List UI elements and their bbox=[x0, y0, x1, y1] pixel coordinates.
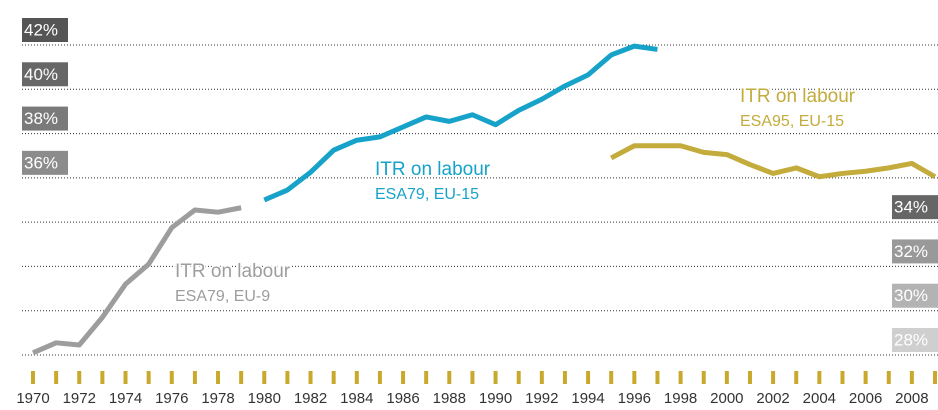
x-tick-mark bbox=[516, 371, 521, 384]
x-tick-mark bbox=[100, 371, 105, 384]
x-tick-label: 1986 bbox=[386, 390, 419, 407]
x-tick-mark bbox=[724, 371, 729, 384]
annotation: ESA79, EU-9 bbox=[175, 288, 270, 305]
x-tick-mark bbox=[77, 371, 82, 384]
y-tick-label: 30% bbox=[894, 286, 928, 305]
x-tick-mark bbox=[262, 371, 267, 384]
series-line bbox=[610, 143, 937, 180]
x-tick-label: 1990 bbox=[479, 390, 512, 407]
annotation: ITR on labour bbox=[375, 159, 491, 180]
x-tick-mark bbox=[609, 371, 614, 384]
x-tick-label: 1972 bbox=[63, 390, 96, 407]
x-tick-mark bbox=[771, 371, 776, 384]
y-tick-box bbox=[22, 62, 68, 87]
x-tick-label: 1976 bbox=[155, 390, 188, 407]
x-tick-label: 1978 bbox=[201, 390, 234, 407]
x-tick-mark bbox=[655, 371, 660, 384]
x-tick-mark bbox=[31, 371, 35, 384]
x-tick-mark bbox=[909, 371, 914, 384]
x-tick-mark bbox=[192, 371, 197, 384]
x-tick-mark bbox=[817, 371, 822, 384]
x-tick-label: 1994 bbox=[571, 390, 604, 407]
x-tick-mark bbox=[401, 371, 406, 384]
x-tick-label: 1970 bbox=[16, 390, 49, 407]
x-tick-label: 1998 bbox=[664, 390, 697, 407]
x-tick-mark bbox=[169, 371, 174, 384]
x-tick-label: 2002 bbox=[756, 390, 789, 407]
annotation: ITR on labour bbox=[175, 261, 291, 282]
y-tick-label: 32% bbox=[894, 242, 928, 261]
y-tick-box bbox=[892, 239, 938, 264]
x-tick-mark bbox=[216, 371, 221, 384]
x-tick-label: 1992 bbox=[525, 390, 558, 407]
y-tick-label: 40% bbox=[24, 65, 58, 84]
x-tick-mark bbox=[863, 371, 868, 384]
x-tick-mark bbox=[146, 371, 151, 384]
y-tick-label: 28% bbox=[894, 330, 928, 349]
x-tick-label: 2008 bbox=[895, 390, 928, 407]
x-tick-label: 1980 bbox=[248, 390, 281, 407]
y-tick-label: 38% bbox=[24, 109, 58, 128]
x-tick-label: 1988 bbox=[433, 390, 466, 407]
x-tick-label: 1996 bbox=[618, 390, 651, 407]
x-tick-mark bbox=[308, 371, 313, 384]
x-tick-label: 1982 bbox=[294, 390, 327, 407]
x-tick-mark bbox=[678, 371, 683, 384]
x-tick-label: 1974 bbox=[109, 390, 142, 407]
x-tick-mark bbox=[586, 371, 591, 384]
x-tick-mark bbox=[447, 371, 452, 384]
x-tick-mark bbox=[562, 371, 567, 384]
series-line bbox=[263, 43, 658, 203]
annotation: ITR on labour bbox=[740, 86, 856, 107]
x-tick-mark bbox=[123, 371, 128, 384]
annotation: ESA79, EU-15 bbox=[375, 186, 479, 203]
y-tick-box bbox=[22, 18, 68, 42]
y-tick-box bbox=[892, 283, 938, 308]
x-tick-mark bbox=[632, 371, 637, 384]
x-tick-label: 2000 bbox=[710, 390, 743, 407]
x-tick-label: 2004 bbox=[803, 390, 836, 407]
y-tick-box bbox=[22, 106, 68, 131]
x-tick-mark bbox=[354, 371, 359, 384]
x-tick-mark bbox=[331, 371, 336, 384]
x-tick-label: 2006 bbox=[849, 390, 882, 407]
x-tick-mark bbox=[377, 371, 382, 384]
x-tick-mark bbox=[886, 371, 891, 384]
x-tick-mark bbox=[239, 371, 244, 384]
x-tick-mark bbox=[54, 371, 59, 384]
x-tick-mark bbox=[747, 371, 752, 384]
x-tick-label: 1984 bbox=[340, 390, 373, 407]
y-tick-label: 42% bbox=[24, 20, 58, 39]
y-tick-label: 34% bbox=[894, 198, 928, 217]
x-tick-mark bbox=[701, 371, 706, 384]
y-tick-box bbox=[892, 328, 938, 352]
y-tick-box bbox=[22, 150, 68, 175]
series-line bbox=[32, 205, 242, 356]
x-tick-mark bbox=[539, 371, 544, 384]
y-tick-label: 36% bbox=[24, 153, 58, 172]
y-tick-box bbox=[892, 195, 938, 220]
annotation: ESA95, EU-15 bbox=[740, 113, 844, 130]
x-tick-mark bbox=[470, 371, 475, 384]
x-tick-mark bbox=[493, 371, 498, 384]
x-tick-mark bbox=[285, 371, 290, 384]
x-tick-mark bbox=[424, 371, 429, 384]
x-tick-mark bbox=[840, 371, 845, 384]
x-tick-mark bbox=[794, 371, 799, 384]
x-tick-mark bbox=[933, 371, 937, 384]
